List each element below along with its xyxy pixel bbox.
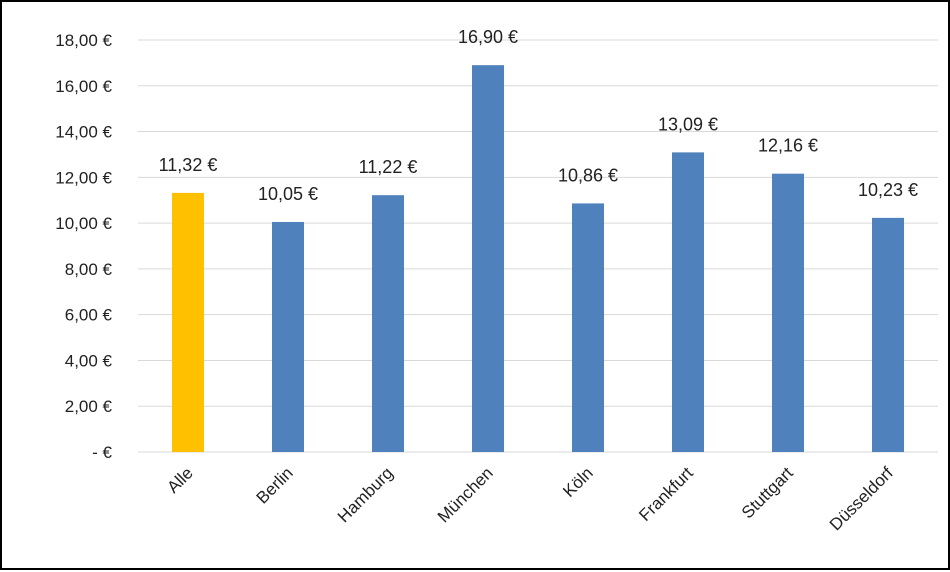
bar-hamburg	[372, 195, 404, 453]
x-tick-label: Köln	[559, 463, 596, 500]
data-labels: 11,32 € 10,05 € 11,22 € 16,90 € 10,86 € 13,09…	[159, 27, 918, 204]
y-tick-label: 14,00 €	[55, 123, 112, 142]
y-tick-label: 6,00 €	[65, 306, 113, 325]
x-tick-label: Düsseldorf	[826, 463, 897, 534]
data-label: 10,86 €	[558, 165, 618, 185]
data-label: 16,90 €	[458, 27, 518, 47]
y-tick-label: 12,00 €	[55, 168, 112, 187]
x-tick-label: Alle	[163, 463, 196, 496]
bars	[172, 65, 904, 453]
y-tick-label: 16,00 €	[55, 77, 112, 96]
data-label: 13,09 €	[658, 114, 718, 134]
bar-münchen	[472, 65, 504, 452]
y-axis-tick-labels: - € 2,00 € 4,00 € 6,00 € 8,00 € 10,00 € 12,00 …	[55, 31, 112, 462]
y-tick-label: - €	[92, 443, 112, 462]
data-label: 10,05 €	[258, 184, 318, 204]
x-tick-label: München	[434, 463, 497, 526]
y-tick-label: 4,00 €	[65, 351, 113, 370]
y-tick-label: 2,00 €	[65, 397, 113, 416]
data-label: 10,23 €	[858, 180, 918, 200]
x-axis-category-labels: Alle Berlin Hamburg München Köln Frankfurt Stu…	[163, 463, 897, 534]
bar-berlin	[272, 221, 304, 452]
x-tick-label: Berlin	[253, 463, 297, 507]
x-tick-label: Hamburg	[334, 463, 397, 526]
data-label: 11,32 €	[159, 155, 218, 175]
data-label: 12,16 €	[758, 136, 818, 156]
x-tick-label: Stuttgart	[738, 463, 797, 522]
y-tick-label: 18,00 €	[55, 31, 112, 50]
bar-alle	[172, 192, 204, 453]
bar-köln	[572, 203, 604, 452]
bar-düsseldorf	[872, 217, 904, 452]
data-label: 11,22 €	[359, 157, 418, 177]
y-tick-label: 10,00 €	[55, 214, 112, 233]
bar-frankfurt	[672, 152, 704, 452]
x-tick-label: Frankfurt	[635, 463, 697, 525]
bar-stuttgart	[772, 173, 804, 452]
gridlines	[138, 39, 938, 453]
y-tick-label: 8,00 €	[65, 260, 113, 279]
